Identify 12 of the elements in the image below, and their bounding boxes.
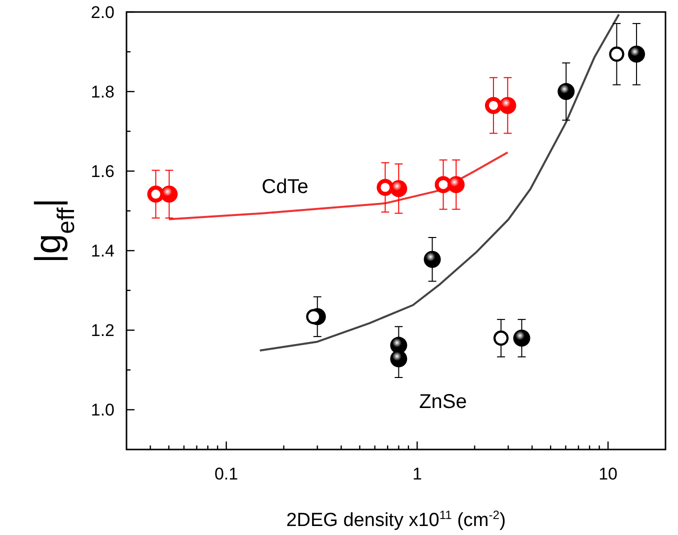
y-tick-label: 1.8: [90, 82, 114, 102]
y-tick-label: 1.2: [90, 321, 114, 340]
y-tick-label: 1.6: [90, 162, 114, 182]
y-tick-label: 1.0: [90, 400, 114, 420]
x-axis-title: 2DEG density x10$^{11}$ (cm$^{-2}$): [286, 508, 506, 531]
y-tick-label: 2.0: [90, 3, 114, 22]
y-tick-label: 1.4: [90, 242, 114, 261]
x-tick-label: 10: [598, 464, 618, 484]
annotation: CdTe: [262, 176, 308, 198]
annotation: ZnSe: [419, 391, 467, 413]
x-tick-label: 1: [412, 464, 422, 484]
x-tick-label: 0.1: [214, 464, 238, 484]
